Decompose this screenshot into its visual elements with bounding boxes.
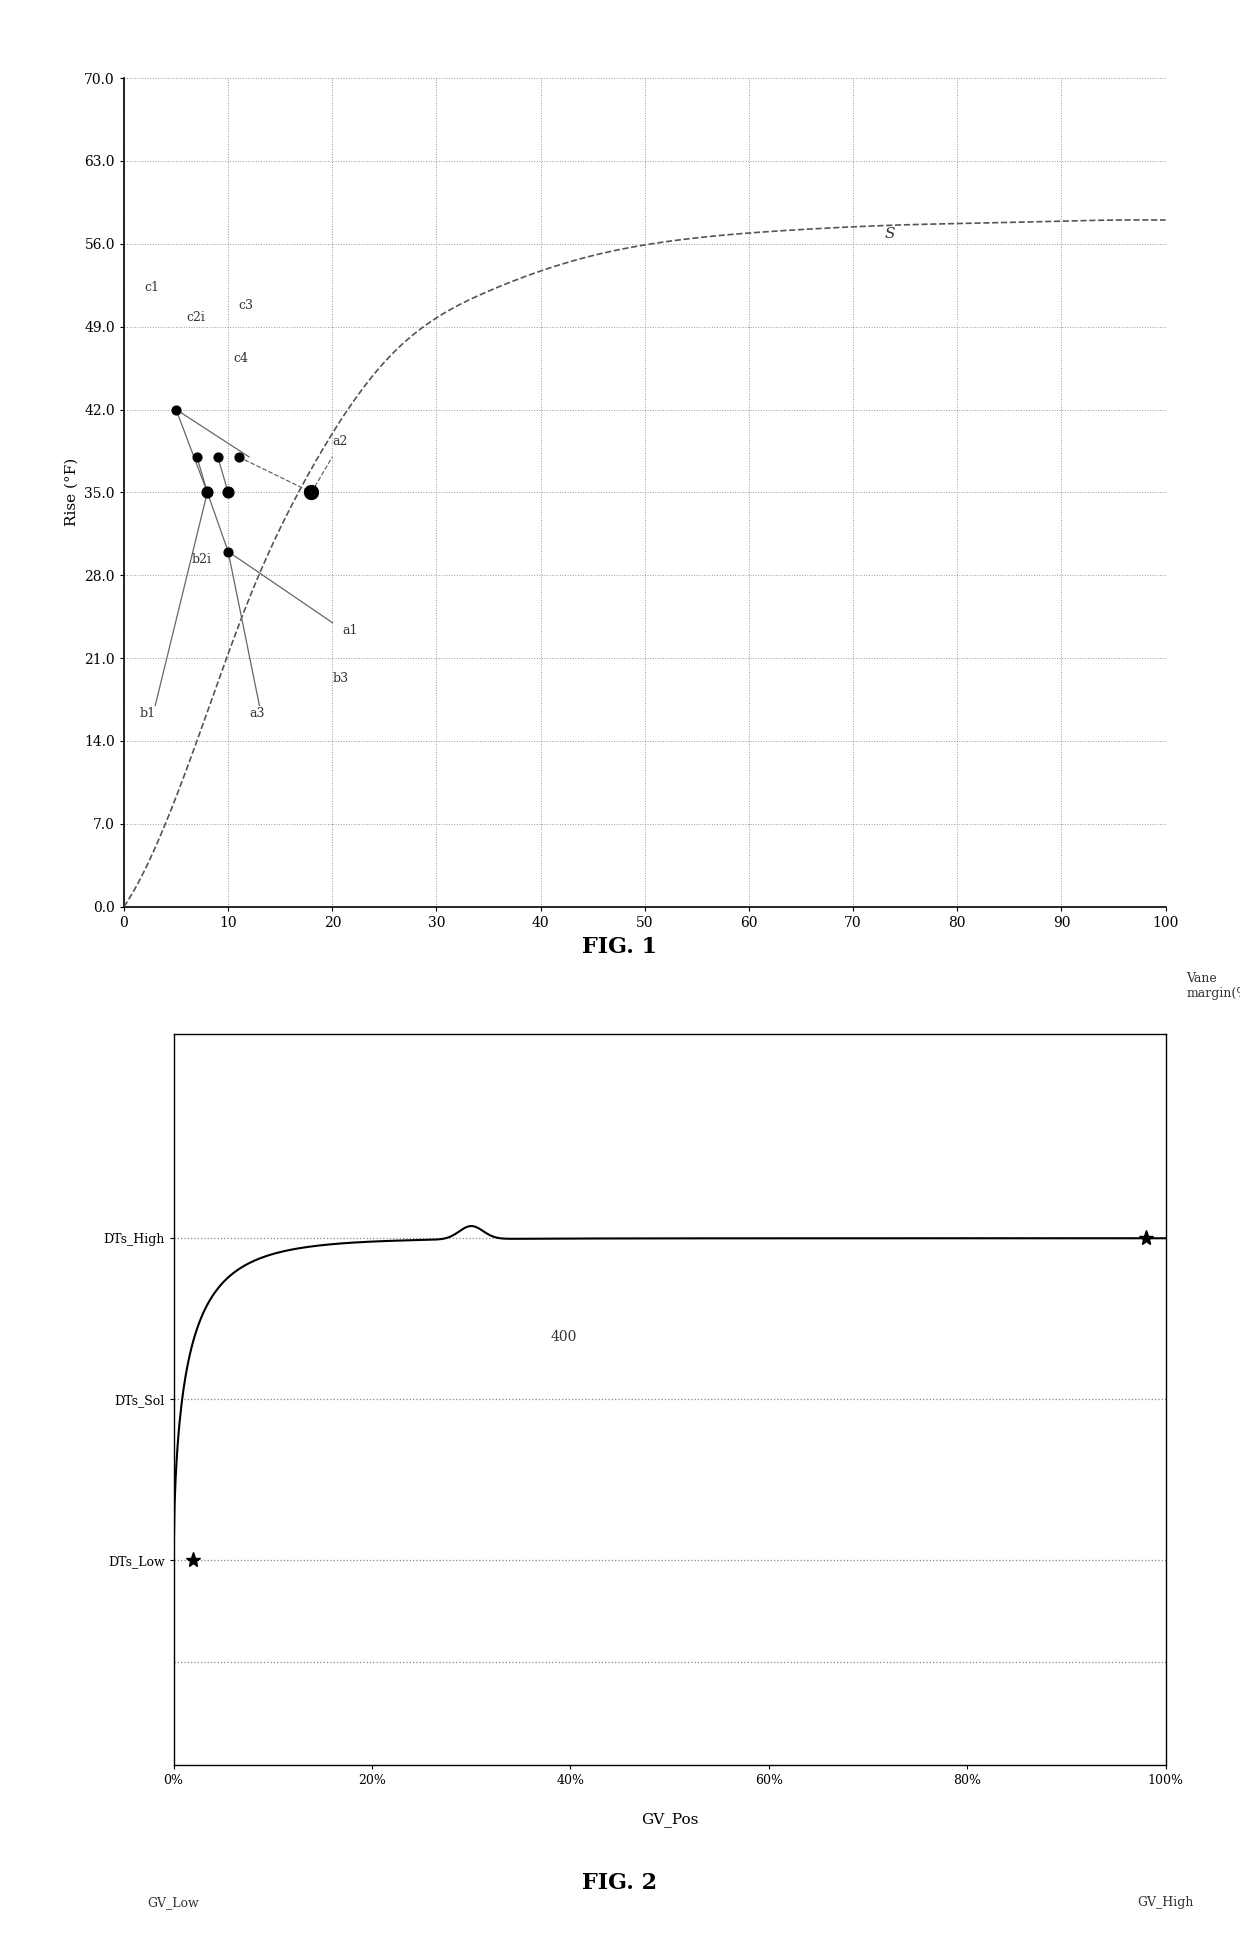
Y-axis label: Rise (°F): Rise (°F) — [64, 458, 78, 526]
Point — [166, 394, 186, 425]
X-axis label: GV_Pos: GV_Pos — [641, 1812, 698, 1827]
Text: c4: c4 — [233, 353, 248, 365]
Text: S: S — [884, 226, 895, 242]
Text: c3: c3 — [238, 298, 253, 312]
Point — [208, 441, 228, 472]
Text: FIG. 2: FIG. 2 — [583, 1872, 657, 1893]
Text: Vane
margin(%): Vane margin(%) — [1187, 971, 1240, 1000]
Text: b2i: b2i — [192, 554, 212, 566]
Text: c1: c1 — [145, 281, 160, 294]
Text: 400: 400 — [551, 1330, 577, 1344]
Point — [218, 476, 238, 507]
Text: FIG. 1: FIG. 1 — [583, 936, 657, 957]
Text: a2: a2 — [332, 435, 347, 449]
Text: a3: a3 — [249, 708, 264, 720]
Text: c2i: c2i — [186, 310, 206, 324]
Point — [301, 476, 321, 507]
Point — [228, 441, 248, 472]
Text: b1: b1 — [140, 708, 156, 720]
Text: a1: a1 — [342, 624, 358, 638]
Point — [187, 441, 207, 472]
Point — [197, 476, 217, 507]
Text: GV_Low: GV_Low — [148, 1895, 200, 1909]
Point — [218, 536, 238, 567]
Text: GV_High: GV_High — [1137, 1895, 1194, 1909]
Text: b3: b3 — [332, 673, 348, 684]
